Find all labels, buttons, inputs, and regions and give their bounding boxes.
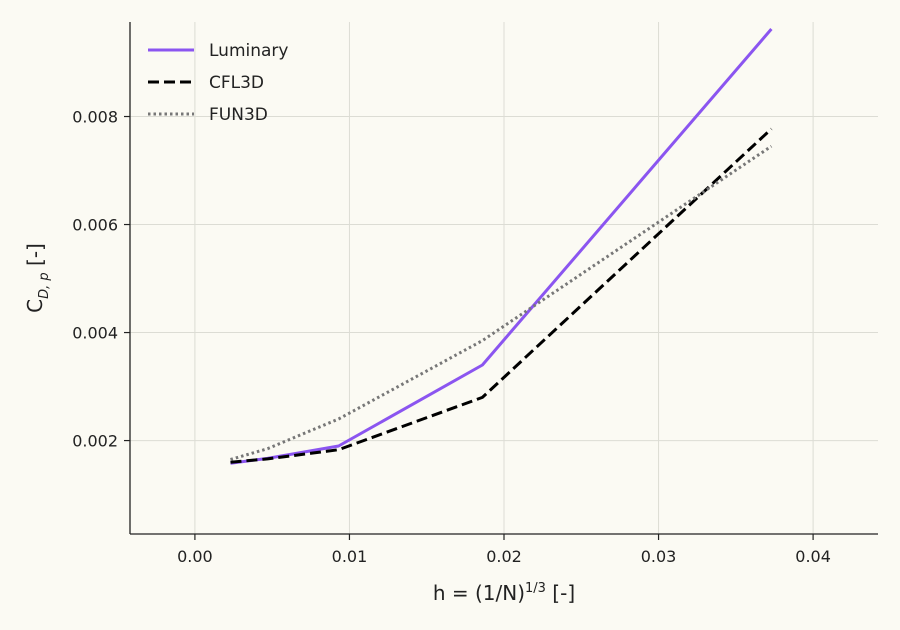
series-line-fun3d	[230, 144, 773, 461]
y-tick-label: 0.008	[72, 108, 118, 127]
legend-label-luminary: Luminary	[209, 41, 288, 61]
x-tick-label: 0.00	[177, 547, 213, 566]
legend-label-fun3d: FUN3D	[209, 105, 268, 125]
y-tick-label: 0.002	[72, 432, 118, 451]
x-tick-label: 0.01	[332, 547, 368, 566]
y-tick-label: 0.006	[72, 216, 118, 235]
y-axis-label: CD, p [-]	[23, 243, 52, 313]
x-ticks: 0.00 0.01 0.02 0.03 0.04	[177, 534, 831, 566]
legend-label-cfl3d: CFL3D	[209, 73, 264, 93]
series-line-cfl3d	[230, 127, 773, 464]
legend: Luminary CFL3D FUN3D	[148, 41, 288, 125]
grid	[130, 22, 878, 534]
x-tick-label: 0.04	[795, 547, 831, 566]
series-layer	[230, 28, 773, 465]
series-line-luminary	[230, 28, 773, 465]
x-tick-label: 0.03	[641, 547, 677, 566]
y-ticks: 0.002 0.004 0.006 0.008	[72, 108, 130, 451]
x-tick-label: 0.02	[486, 547, 522, 566]
x-axis-label: h = (1/N)1/3 [-]	[433, 581, 575, 605]
y-tick-label: 0.004	[72, 324, 118, 343]
